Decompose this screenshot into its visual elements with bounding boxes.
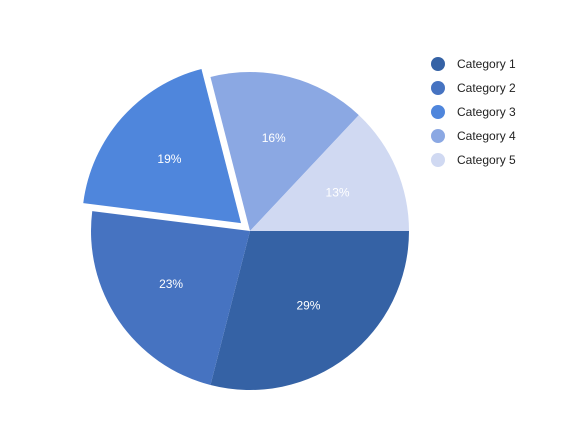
legend-item-4: Category 4 [431,129,516,143]
legend-swatch-3 [431,105,445,119]
slice-label-5: 13% [326,185,350,199]
legend-item-3: Category 3 [431,105,516,119]
legend-item-5: Category 5 [431,153,516,167]
slice-label-4: 16% [262,131,286,145]
slice-label-2: 23% [159,277,183,291]
legend-label-1: Category 1 [457,57,516,71]
pie-slice-4 [210,72,359,232]
legend-label-4: Category 4 [457,129,516,143]
legend-label-2: Category 2 [457,81,516,95]
labels-layer: 29% 23% 19% 16% 13% [157,131,349,313]
legend-item-2: Category 2 [431,81,516,95]
legend-swatch-1 [431,57,445,71]
pie-slice-1 [210,231,409,390]
legend-swatch-5 [431,153,445,167]
legend-label-5: Category 5 [457,153,516,167]
slice-label-1: 29% [296,299,320,313]
legend: Category 1 Category 2 Category 3 Category 4… [431,57,516,167]
legend-swatch-2 [431,81,445,95]
pie-slice-5 [250,115,409,231]
legend-swatch-4 [431,129,445,143]
legend-label-3: Category 3 [457,105,516,119]
pie-slice-3 [83,69,241,224]
slices-layer [83,69,409,390]
legend-item-1: Category 1 [431,57,516,71]
pie-slice-2 [90,211,251,386]
slice-label-3: 19% [157,152,181,166]
